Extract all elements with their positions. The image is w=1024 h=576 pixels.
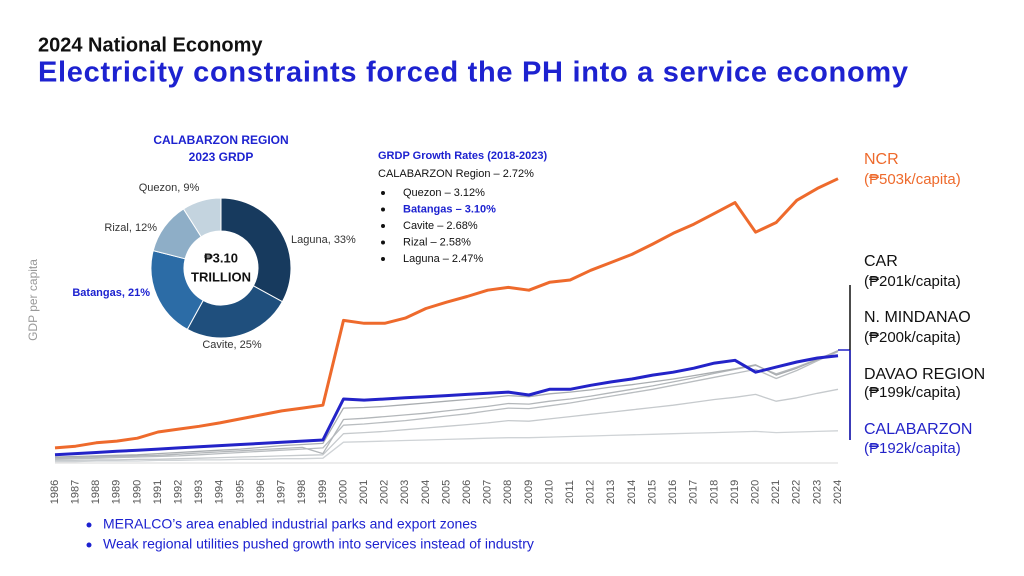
slice-label: Batangas, 21% bbox=[72, 287, 150, 299]
bullet bbox=[381, 240, 385, 245]
series-line bbox=[54, 350, 839, 458]
growth-title: GRDP Growth Rates (2018-2023) bbox=[378, 150, 547, 162]
x-tick-label: 2017 bbox=[688, 480, 700, 504]
series-name: DAVAO REGION bbox=[864, 366, 985, 383]
series-line bbox=[55, 430, 839, 463]
x-tick-label: 2020 bbox=[749, 480, 761, 504]
donut-slice bbox=[186, 285, 284, 339]
bullet bbox=[381, 207, 385, 212]
series-value-label: (₱201k/capita) bbox=[864, 273, 961, 290]
x-tick-label: 1995 bbox=[234, 480, 246, 504]
x-tick-label: 2023 bbox=[811, 480, 823, 504]
slice-label: Quezon, 9% bbox=[139, 182, 200, 194]
x-tick-label: 1986 bbox=[49, 480, 61, 504]
x-tick-label: 1991 bbox=[152, 480, 164, 504]
x-tick-label: 2016 bbox=[667, 480, 679, 504]
bullet bbox=[381, 224, 385, 228]
x-tick-label: 2014 bbox=[626, 480, 638, 504]
growth-item: Laguna – 2.47% bbox=[403, 253, 483, 265]
kicker: 2024 National Economy bbox=[38, 34, 263, 56]
x-tick-label: 2009 bbox=[523, 480, 535, 504]
x-tick-label: 2022 bbox=[791, 480, 803, 504]
y-axis-label: GDP per capita bbox=[26, 259, 40, 341]
headline: Electricity constraints forced the PH in… bbox=[38, 57, 908, 89]
x-tick-label: 2021 bbox=[770, 480, 782, 504]
series-line bbox=[54, 354, 839, 457]
x-tick-label: 2010 bbox=[543, 480, 555, 504]
bullet bbox=[86, 522, 92, 528]
series-name: CALABARZON bbox=[864, 421, 972, 438]
bullet bbox=[381, 191, 385, 195]
x-tick-label: 1992 bbox=[173, 480, 185, 504]
x-tick-label: 1988 bbox=[90, 480, 102, 504]
x-tick-label: 2008 bbox=[502, 480, 514, 504]
slice-label: Rizal, 12% bbox=[104, 222, 157, 234]
bullet bbox=[381, 257, 385, 261]
x-tick-label: 2004 bbox=[420, 480, 432, 504]
slice-label: Laguna, 33% bbox=[291, 234, 356, 246]
series-value-label: (₱199k/capita) bbox=[864, 384, 961, 401]
x-tick-label: 2012 bbox=[585, 480, 597, 504]
x-tick-label: 2015 bbox=[646, 480, 658, 504]
x-tick-label: 2013 bbox=[605, 480, 617, 504]
x-tick-label: 2003 bbox=[399, 480, 411, 504]
series-value-label: (₱192k/capita) bbox=[864, 440, 961, 457]
growth-item: Cavite – 2.68% bbox=[403, 220, 478, 232]
x-tick-label: 2018 bbox=[708, 480, 720, 504]
note: Weak regional utilities pushed growth in… bbox=[103, 536, 534, 552]
series-name: CAR bbox=[864, 253, 898, 270]
x-tick-label: 1990 bbox=[131, 480, 143, 504]
donut-slice bbox=[220, 197, 292, 303]
series-value-label: (₱503k/capita) bbox=[864, 171, 961, 188]
pie-subtitle: 2023 GRDP bbox=[189, 150, 254, 164]
x-tick-label: 2001 bbox=[358, 480, 370, 504]
x-tick-label: 2002 bbox=[379, 480, 391, 504]
series-line bbox=[54, 351, 839, 460]
growth-total: CALABARZON Region – 2.72% bbox=[378, 168, 534, 180]
x-tick-label: 2024 bbox=[832, 480, 844, 504]
x-tick-label: 1987 bbox=[70, 480, 82, 504]
series-line bbox=[54, 350, 839, 459]
note: MERALCO’s area enabled industrial parks … bbox=[103, 516, 477, 532]
x-tick-label: 2011 bbox=[564, 480, 576, 504]
pie-title: CALABARZON REGION bbox=[153, 133, 288, 147]
pie-center-label: TRILLION bbox=[191, 269, 251, 284]
x-tick-label: 2006 bbox=[461, 480, 473, 504]
x-tick-label: 1989 bbox=[111, 480, 123, 504]
donut-slice bbox=[182, 197, 222, 238]
series-line bbox=[55, 388, 839, 462]
x-tick-label: 2007 bbox=[482, 480, 494, 504]
x-tick-label: 1994 bbox=[214, 480, 226, 504]
x-tick-label: 1998 bbox=[296, 480, 308, 504]
series-name: N. MINDANAO bbox=[864, 309, 971, 326]
growth-item: Batangas – 3.10% bbox=[403, 203, 496, 215]
series-line bbox=[54, 177, 839, 450]
x-tick-label: 2000 bbox=[337, 480, 349, 504]
x-tick-label: 2019 bbox=[729, 480, 741, 504]
series-value-label: (₱200k/capita) bbox=[864, 329, 961, 346]
series-name: NCR bbox=[864, 151, 899, 168]
x-tick-label: 1993 bbox=[193, 480, 205, 504]
bullet bbox=[86, 542, 92, 548]
x-tick-label: 1996 bbox=[255, 480, 267, 504]
x-tick-label: 2005 bbox=[440, 480, 452, 504]
growth-item: Rizal – 2.58% bbox=[403, 236, 471, 248]
x-tick-label: 1999 bbox=[317, 480, 329, 504]
x-tick-label: 1997 bbox=[276, 480, 288, 504]
slice-label: Cavite, 25% bbox=[202, 339, 262, 351]
pie-center-label: ₱3.10 bbox=[204, 250, 238, 265]
growth-item: Quezon – 3.12% bbox=[403, 187, 485, 199]
